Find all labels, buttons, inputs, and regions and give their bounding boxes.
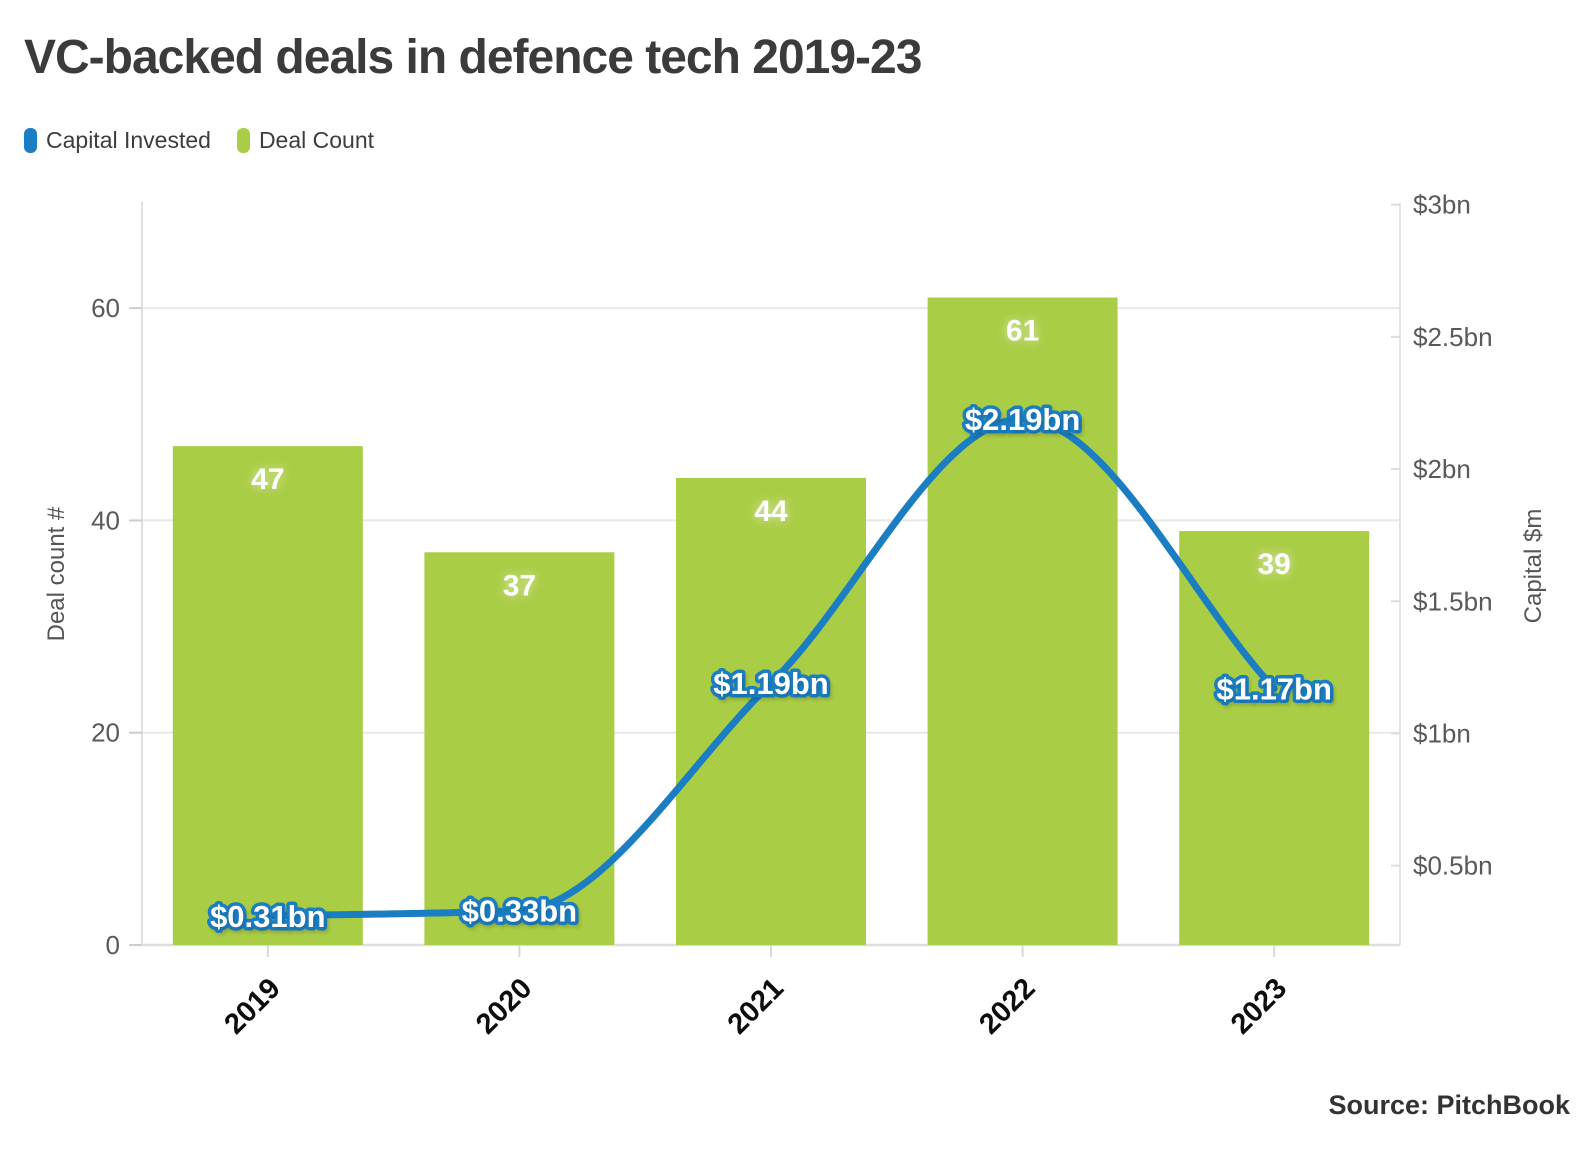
x-tick-label-2019: 2019	[219, 972, 287, 1040]
bar-2021	[676, 477, 866, 945]
legend-item-deal-count[interactable]: Deal Count	[236, 127, 375, 154]
left-axis-tick-label-40: 40	[91, 505, 120, 535]
legend-item-capital-invested[interactable]: Capital Invested	[24, 127, 211, 154]
left-axis-tick-label-60: 60	[91, 293, 120, 323]
line-label-2022: $2.19bn	[965, 402, 1080, 437]
right-axis-tick-label-$1bn: $1bn	[1413, 718, 1471, 748]
right-axis-tick-label-$2.5bn: $2.5bn	[1413, 322, 1493, 352]
bar-2022	[927, 297, 1118, 945]
line-label-2019: $0.31bn	[210, 899, 325, 934]
bar-2020	[424, 552, 615, 945]
right-axis-tick-label-$0.5bn: $0.5bn	[1413, 851, 1493, 881]
legend: Capital Invested Deal Count	[24, 127, 374, 154]
left-axis-tick-label-20: 20	[91, 718, 120, 748]
bar-label-2019: 47	[251, 463, 284, 496]
left-axis-tick-label-0: 0	[106, 930, 120, 960]
bar-2023	[1179, 531, 1370, 945]
x-tick-label-2021: 2021	[722, 972, 790, 1040]
chart-title: VC-backed deals in defence tech 2019-23	[24, 31, 922, 84]
line-label-2020: $0.33bn	[462, 894, 577, 929]
bar-label-2023: 39	[1258, 548, 1291, 581]
x-tick-label-2023: 2023	[1225, 972, 1293, 1040]
legend-label-deal-count: Deal Count	[258, 127, 375, 153]
capital-invested-line	[264, 415, 1278, 920]
bar-label-2021: 44	[754, 495, 788, 528]
right-axis-tick-label-$3bn: $3bn	[1413, 190, 1471, 220]
legend-swatch-deal-count-icon	[236, 128, 250, 153]
legend-swatch-capital-icon	[24, 128, 37, 153]
right-axis-tick-label-$1.5bn: $1.5bn	[1413, 586, 1493, 616]
x-tick-label-2020: 2020	[470, 972, 538, 1040]
line-label-2021: $1.19bn	[713, 666, 828, 701]
bar-label-2020: 37	[503, 569, 536, 602]
line-label-2023: $1.17bn	[1216, 672, 1331, 707]
bar-2019	[172, 446, 363, 945]
legend-label-capital: Capital Invested	[46, 127, 211, 153]
bar-label-2022: 61	[1006, 315, 1039, 348]
source-attribution: Source: PitchBook	[1328, 1090, 1570, 1120]
x-tick-label-2022: 2022	[973, 972, 1041, 1040]
right-axis-tick-label-$2bn: $2bn	[1413, 454, 1471, 484]
